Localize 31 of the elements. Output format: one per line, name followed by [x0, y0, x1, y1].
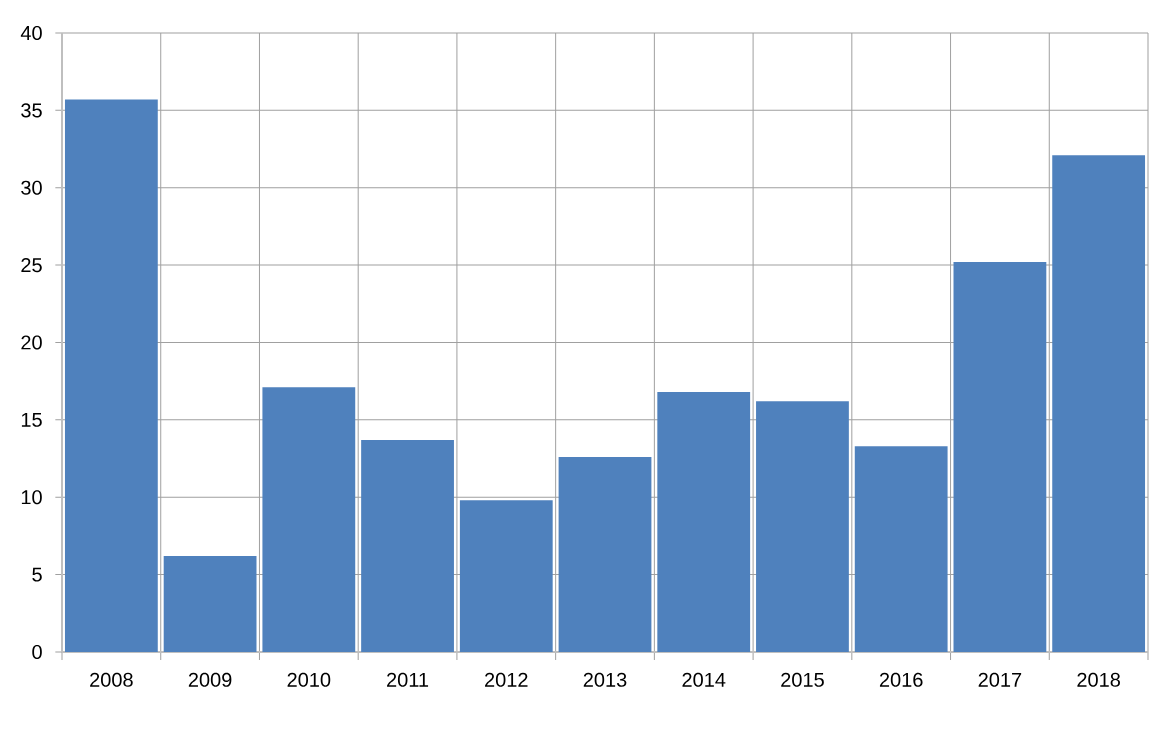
bar: [64, 99, 158, 652]
y-tick-label: 15: [21, 412, 42, 427]
y-tick-label: 25: [21, 258, 42, 273]
x-tick-label: 2013: [583, 672, 627, 687]
x-tick-label: 2017: [978, 672, 1022, 687]
bar: [459, 500, 553, 652]
y-tick-label: 5: [32, 567, 42, 582]
x-tick-label: 2009: [188, 672, 232, 687]
x-tick-label: 2016: [879, 672, 923, 687]
bar: [756, 401, 849, 652]
x-tick-label: 2014: [682, 672, 726, 687]
x-tick-label: 2012: [485, 672, 528, 687]
bar: [558, 457, 652, 652]
bar: [163, 556, 257, 652]
bar: [262, 387, 356, 652]
y-tick-label: 20: [21, 335, 42, 350]
x-tick-label: 2011: [387, 672, 429, 687]
bar: [1052, 155, 1146, 652]
y-tick-label: 10: [21, 490, 42, 505]
y-tick-label: 35: [21, 103, 42, 118]
bar: [361, 439, 454, 652]
x-tick-label: 2008: [90, 672, 133, 687]
y-tick-label: 30: [21, 180, 42, 195]
bar: [953, 262, 1047, 652]
bar: [854, 446, 948, 652]
bar: [657, 392, 751, 652]
y-tick-label: 0: [32, 644, 42, 660]
x-tick-label: 2015: [781, 672, 824, 687]
y-tick-label: 40: [20, 25, 42, 41]
x-tick-label: 2018: [1077, 672, 1120, 687]
x-tick-label: 2010: [287, 672, 331, 687]
